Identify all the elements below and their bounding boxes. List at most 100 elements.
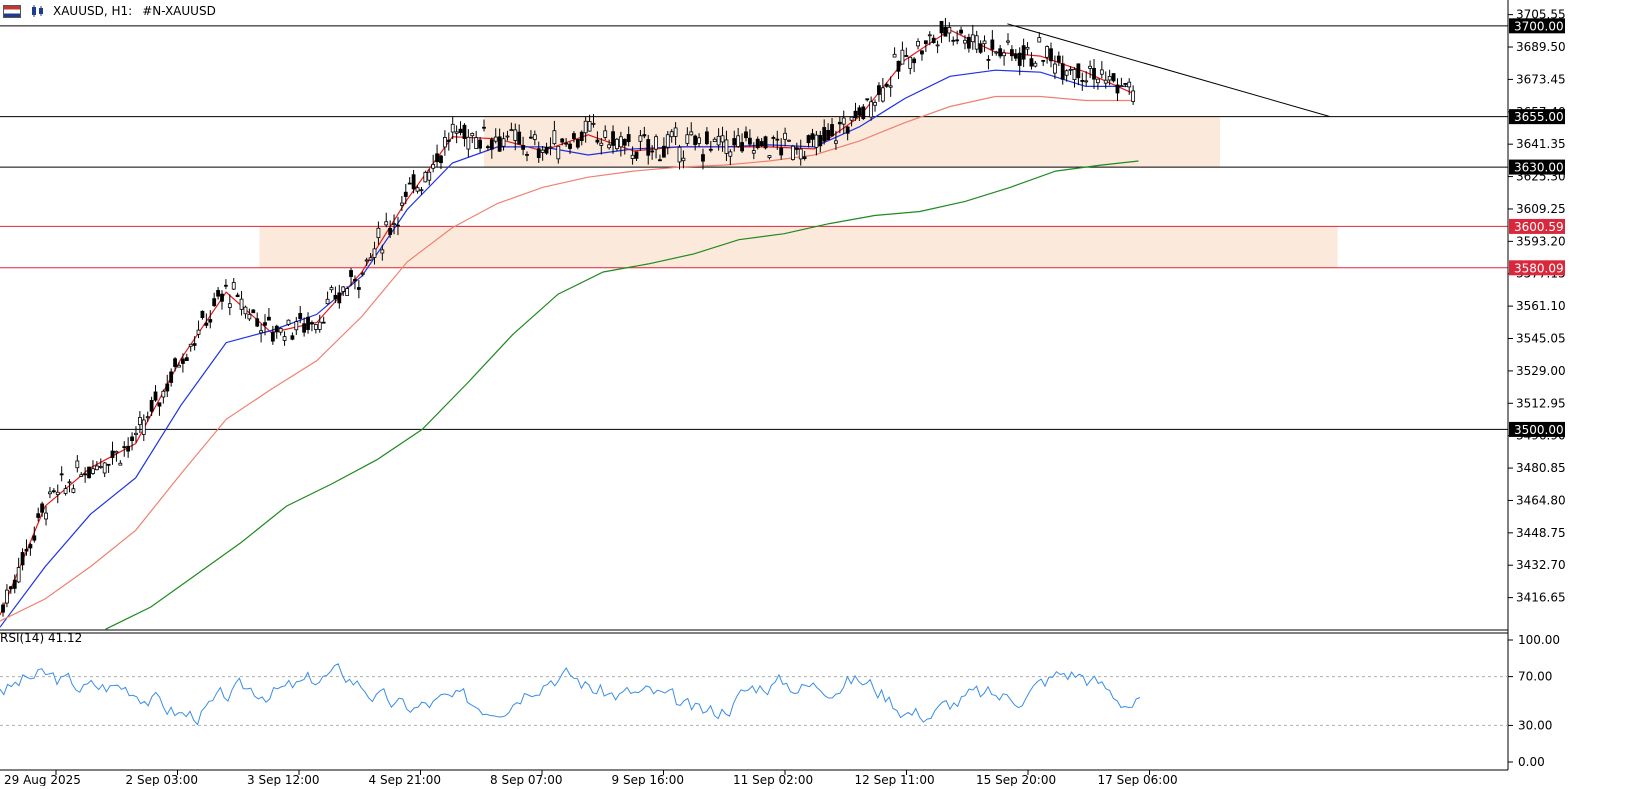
symbol-label: XAUUSD, H1: — [53, 4, 133, 18]
candle-body — [857, 107, 862, 116]
candle-body — [611, 131, 615, 146]
candle-body — [188, 343, 193, 347]
candle-body — [693, 135, 698, 145]
candle-body — [552, 130, 557, 145]
candle-body — [1119, 85, 1124, 88]
candle-body — [646, 139, 651, 156]
candle-body — [1115, 84, 1120, 94]
candle-body — [493, 136, 498, 142]
candle-body — [814, 134, 819, 148]
candle-body — [1002, 52, 1006, 57]
candle-body — [372, 248, 377, 258]
candle-body — [583, 120, 588, 134]
candle-body — [615, 138, 619, 150]
candle-body — [32, 535, 37, 541]
level-badge-3700.00 — [1509, 18, 1565, 34]
candle-body — [873, 102, 877, 106]
candle-body — [317, 321, 322, 330]
candle-body — [865, 98, 870, 101]
candle-body — [654, 136, 658, 150]
candle-body — [509, 129, 514, 132]
candle-body — [986, 58, 991, 61]
candle-body — [407, 182, 412, 185]
candle-body — [184, 357, 189, 362]
x-tick-label: 17 Sep 06:00 — [1098, 773, 1178, 786]
candle-body — [106, 463, 111, 466]
candle-body — [290, 335, 295, 340]
candle-body — [1068, 68, 1073, 71]
candle-body — [454, 131, 459, 134]
candle-body — [1096, 78, 1100, 84]
candle-body — [196, 329, 201, 335]
candle-body — [505, 135, 510, 138]
candle-body — [20, 552, 25, 566]
candle-body — [153, 391, 158, 401]
candle-body — [306, 316, 310, 330]
candle-body — [1056, 55, 1061, 63]
candle-body — [415, 187, 420, 192]
candle-body — [36, 513, 41, 518]
candle-body — [544, 146, 549, 154]
candle-body — [658, 159, 662, 162]
candle-body — [673, 127, 678, 137]
candle-body — [200, 310, 205, 318]
candle-body — [1021, 45, 1026, 60]
candle-body — [235, 294, 240, 298]
candle-body — [1037, 37, 1042, 43]
candle-body — [169, 371, 174, 383]
candle-body — [450, 123, 455, 133]
candle-body — [302, 323, 307, 333]
candle-body — [5, 589, 9, 604]
candle-body — [763, 136, 768, 149]
level-badge-label: 3580.09 — [1514, 261, 1564, 275]
y-tick-label: 3673.45 — [1516, 72, 1566, 86]
candle-body — [845, 126, 850, 134]
candle-body — [28, 544, 33, 549]
candle-body — [704, 131, 709, 145]
candle-body — [701, 154, 705, 162]
candle-body — [677, 146, 682, 163]
level-badge-label: 3630.00 — [1514, 161, 1564, 175]
rsi-title: RSI(14) 41.12 — [0, 631, 83, 645]
candle-body — [482, 126, 486, 129]
candle-body — [607, 144, 612, 149]
candle-body — [630, 154, 635, 159]
candle-body — [783, 132, 787, 140]
candle-body — [740, 142, 744, 152]
candle-body — [220, 293, 224, 302]
y-tick-label: 3641.35 — [1516, 137, 1566, 151]
x-tick-label: 29 Aug 2025 — [4, 773, 81, 786]
candle-body — [255, 318, 260, 327]
candle-body — [79, 474, 84, 477]
candle-body — [349, 270, 353, 277]
candle-body — [8, 586, 13, 590]
level-badge-label: 3655.00 — [1514, 110, 1564, 124]
candle-body — [826, 129, 831, 140]
candle-body — [478, 139, 482, 149]
rsi-line — [0, 663, 1141, 726]
candle-body — [1127, 81, 1132, 88]
candle-body — [935, 44, 940, 47]
candle-body — [603, 130, 608, 138]
candle-body — [775, 138, 780, 141]
candle-body — [787, 139, 791, 142]
candle-body — [259, 330, 264, 334]
candle-body — [1084, 80, 1089, 83]
candle-body — [1041, 59, 1046, 62]
y-tick-label: 3593.20 — [1516, 234, 1566, 248]
level-badge-3655.00 — [1509, 109, 1565, 125]
candle-body — [1103, 79, 1108, 84]
level-badge-label: 3600.59 — [1514, 220, 1564, 234]
candle-body — [149, 400, 154, 412]
candle-body — [744, 131, 748, 139]
candle-body — [900, 49, 905, 65]
candle-body — [521, 145, 525, 150]
candle-body — [364, 259, 369, 262]
rsi-tick-label: 30.00 — [1518, 718, 1552, 732]
candle-body — [1092, 68, 1096, 80]
candle-body — [102, 462, 107, 474]
candle-body — [427, 171, 432, 181]
candle-body — [114, 450, 119, 454]
y-tick-label: 3609.25 — [1516, 202, 1566, 216]
